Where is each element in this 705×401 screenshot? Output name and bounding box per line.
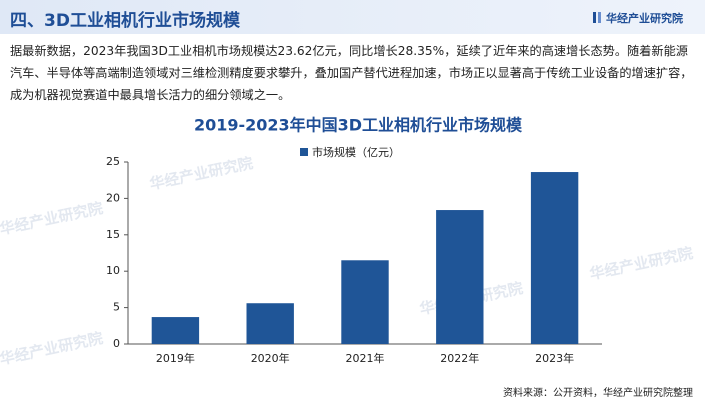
bar bbox=[151, 317, 200, 344]
watermark: 华经产业研究院 bbox=[148, 154, 254, 193]
header-title: 四、3D工业相机行业市场规模 bbox=[10, 11, 240, 31]
bar bbox=[246, 303, 294, 344]
paragraph: 据最新数据，2023年我国3D工业相机市场规模达23.62亿元，同比增长28.3… bbox=[10, 44, 693, 102]
y-tick-label: 0 bbox=[113, 337, 120, 350]
y-tick-label: 5 bbox=[113, 301, 120, 314]
x-tick-label: 2019年 bbox=[156, 351, 195, 365]
bar bbox=[341, 260, 389, 344]
x-tick-label: 2022年 bbox=[440, 351, 479, 365]
y-tick-label: 25 bbox=[106, 155, 120, 168]
y-tick-label: 20 bbox=[106, 191, 120, 204]
bar bbox=[530, 172, 579, 344]
legend-swatch bbox=[300, 148, 308, 156]
bar bbox=[436, 210, 484, 344]
chart-title: 2019-2023年中国3D工业相机行业市场规模 bbox=[194, 116, 523, 135]
y-tick-label: 15 bbox=[106, 228, 120, 241]
legend-label: 市场规模（亿元） bbox=[312, 145, 400, 159]
watermark: 华经产业研究院 bbox=[588, 244, 694, 283]
watermark: 华经产业研究院 bbox=[0, 199, 104, 238]
x-tick-label: 2020年 bbox=[251, 351, 290, 365]
x-tick-label: 2023年 bbox=[535, 351, 574, 365]
y-tick-label: 10 bbox=[106, 264, 120, 277]
logo: 华经产业研究院 bbox=[593, 10, 683, 26]
watermark: 华经产业研究院 bbox=[0, 329, 104, 368]
source: 资料来源：公开资料，华经产业研究院整理 bbox=[503, 388, 693, 399]
header-bar: 四、3D工业相机行业市场规模 华经产业研究院 bbox=[0, 0, 705, 34]
x-tick-label: 2021年 bbox=[346, 351, 385, 365]
